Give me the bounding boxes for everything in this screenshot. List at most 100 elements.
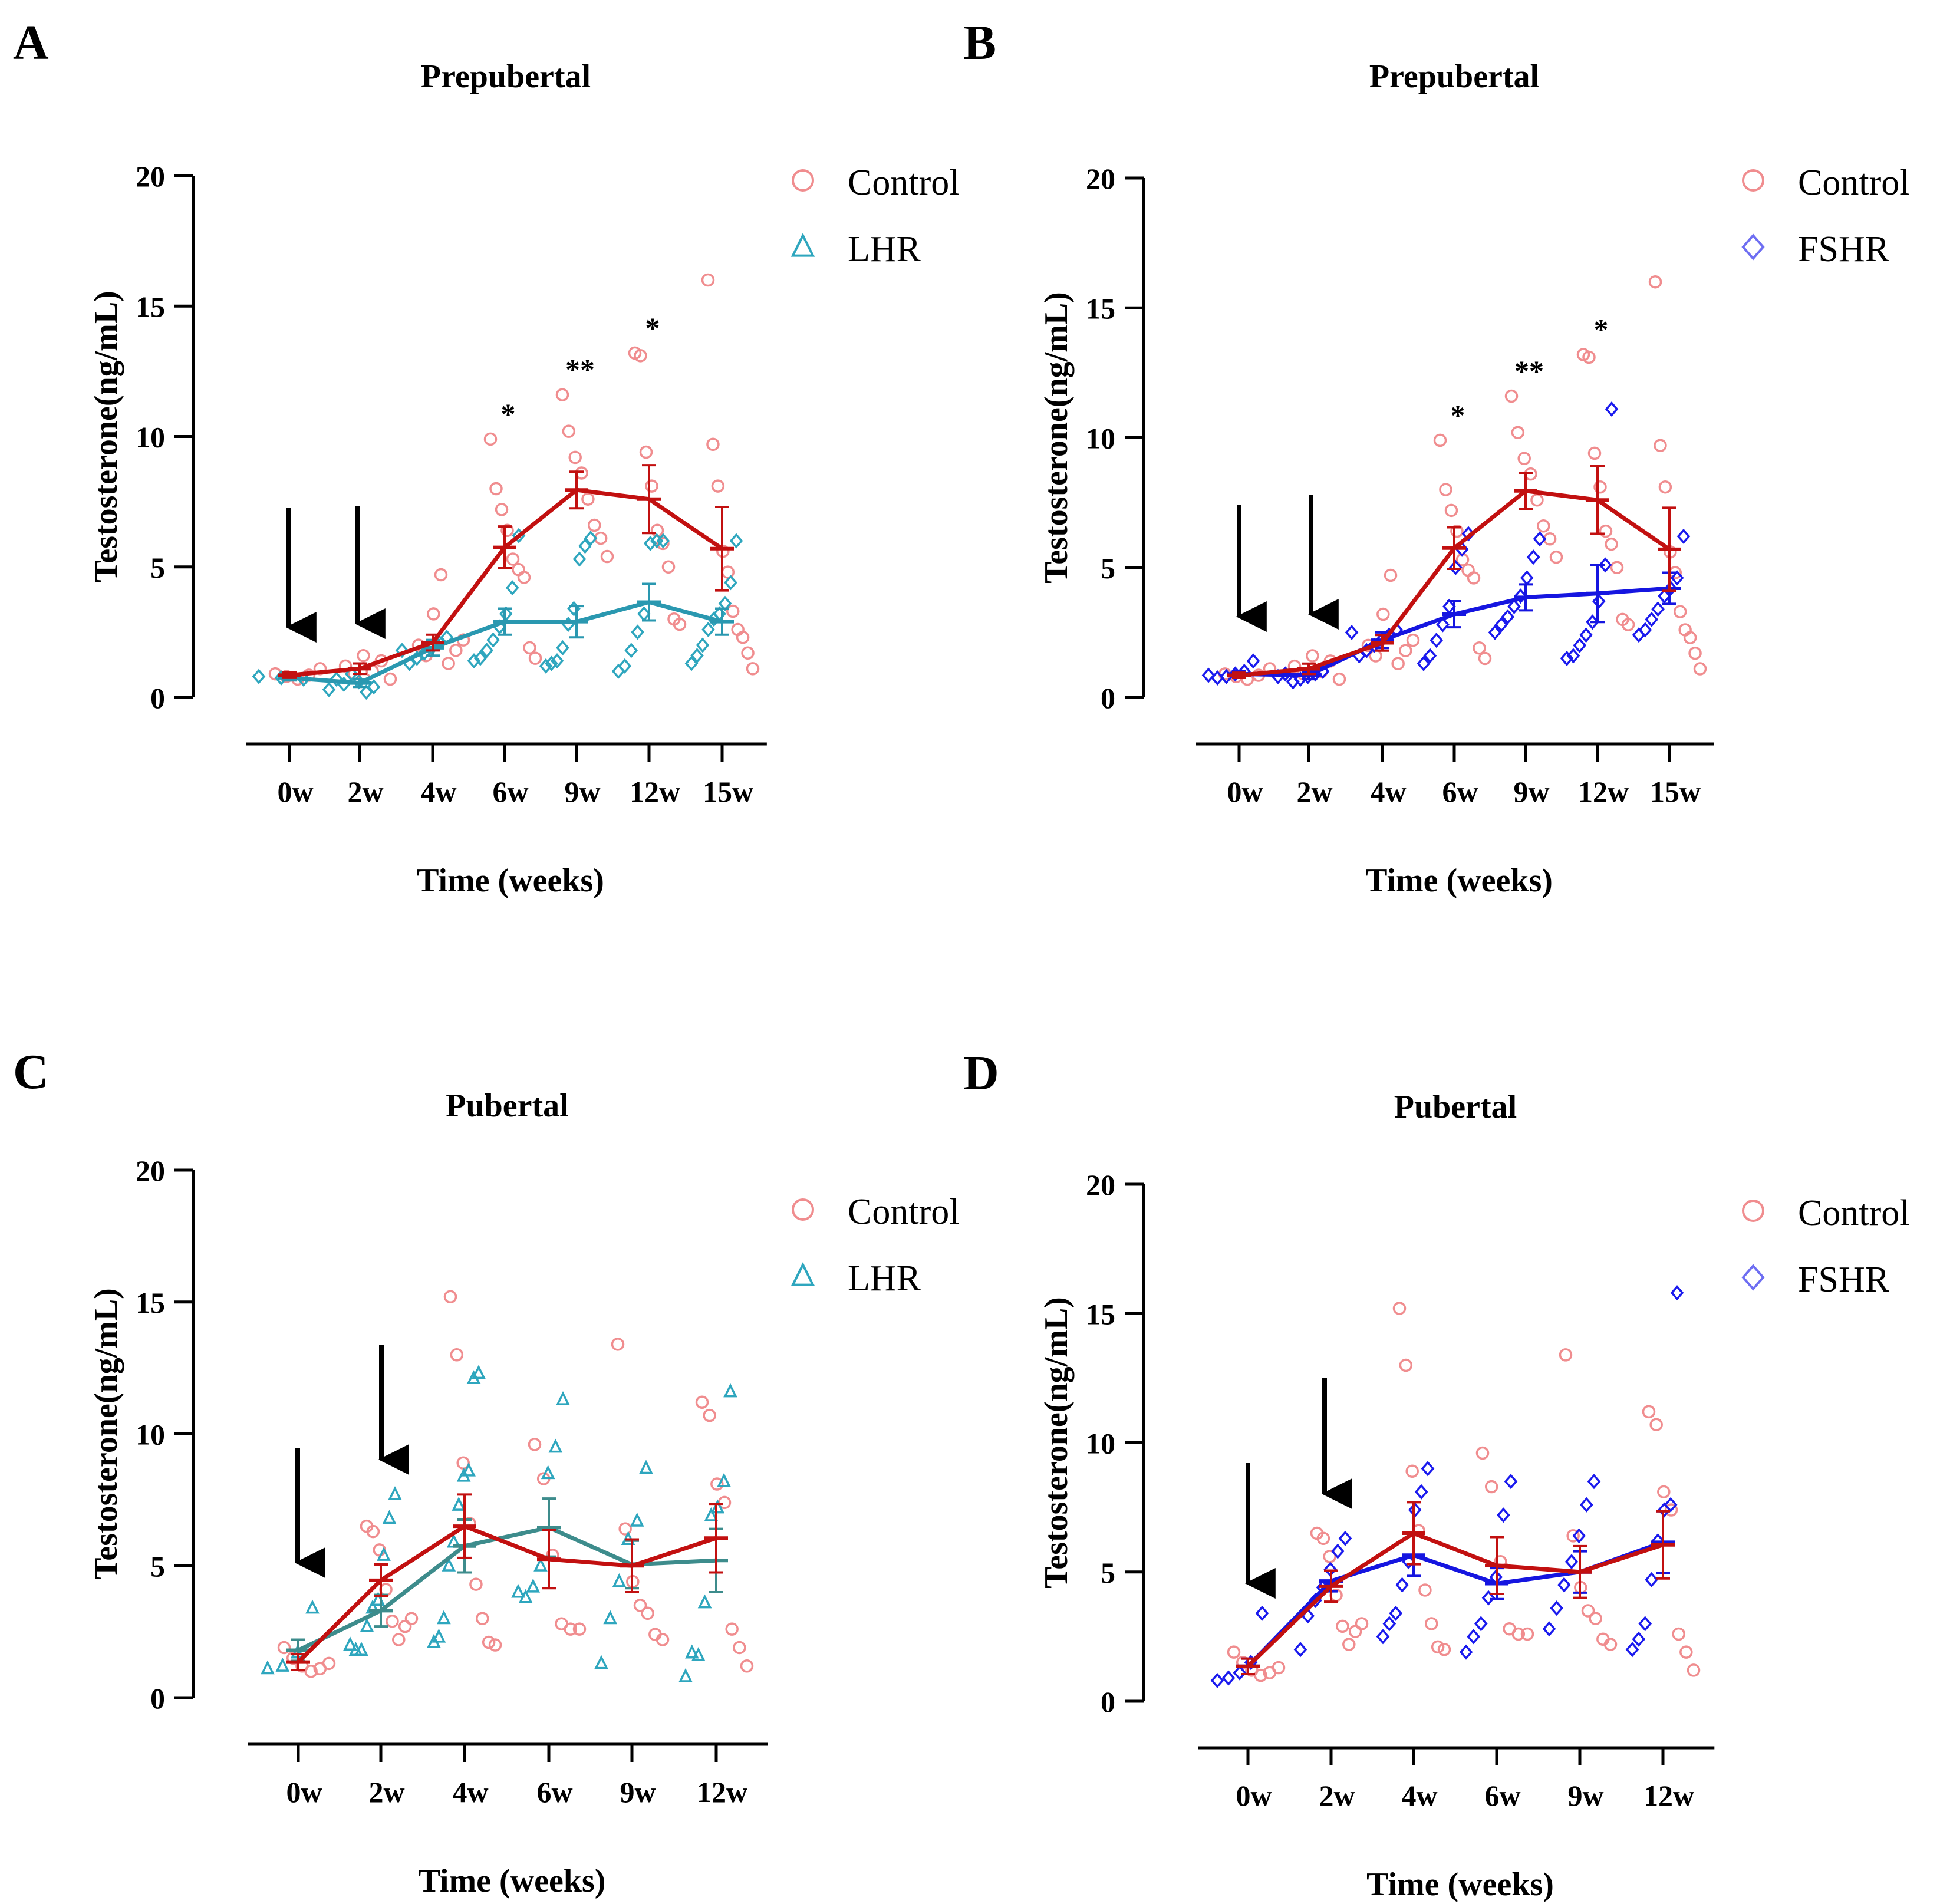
data-point-control (523, 641, 536, 655)
x-tick-label: 12w (1578, 775, 1629, 808)
data-point-fshr (1467, 1629, 1480, 1645)
x-tick-label: 12w (630, 775, 680, 808)
x-tick-label: 6w (1442, 775, 1478, 808)
legend-label-control: Control (848, 1192, 959, 1232)
data-point-control (277, 1641, 291, 1655)
data-point-lhr (395, 643, 409, 658)
data-point-control (482, 1635, 496, 1649)
data-point-control (304, 1665, 318, 1678)
data-point-lhr (723, 1383, 737, 1398)
data-point-control (725, 1622, 739, 1636)
data-point-control (1405, 1464, 1419, 1478)
data-point-fshr (1494, 617, 1508, 633)
data-point-fshr (1564, 1554, 1579, 1570)
data-point-control (1254, 1668, 1267, 1682)
data-point-lhr (624, 643, 638, 658)
data-point-lhr (322, 681, 336, 697)
data-point-control (1657, 1485, 1671, 1499)
data-point-fshr (1550, 1600, 1563, 1616)
data-point-control (1642, 1405, 1656, 1419)
data-point-control (1306, 649, 1319, 663)
y-tick-label: 10 (1086, 1427, 1115, 1460)
data-point-lhr (701, 621, 715, 637)
data-point-lhr (556, 1391, 570, 1405)
data-point-control (383, 672, 397, 686)
data-point-fshr (1423, 648, 1437, 664)
data-point-control (1323, 1550, 1336, 1563)
data-point-fshr (1645, 611, 1659, 627)
y-tick-label: 0 (1101, 681, 1115, 714)
x-tick-label: 0w (1227, 775, 1263, 808)
data-point-control (1332, 672, 1346, 686)
data-point-control (1589, 1612, 1602, 1625)
data-point-control (1342, 1638, 1356, 1651)
significance-marker: * (501, 397, 516, 430)
data-point-control (568, 450, 582, 465)
x-axis-title: Time (weeks) (419, 1863, 606, 1899)
y-tick-label: 20 (136, 160, 165, 193)
data-point-fshr (1557, 1577, 1571, 1593)
data-point-control (736, 630, 750, 644)
data-point-lhr (724, 575, 737, 591)
data-point-lhr (603, 1610, 618, 1625)
legend-marker-control (792, 1198, 814, 1221)
x-axis-title: Time (weeks) (1366, 1866, 1554, 1903)
data-point-control (476, 1612, 489, 1625)
data-point-lhr (631, 624, 644, 640)
data-point-lhr (452, 1497, 466, 1511)
data-point-control (528, 651, 542, 665)
data-point-control (1648, 275, 1662, 289)
data-point-fshr (1605, 401, 1619, 417)
data-point-control (392, 1633, 406, 1646)
data-point-fshr (1376, 1629, 1390, 1645)
data-point-control (1511, 426, 1525, 439)
data-point-control (488, 1638, 502, 1652)
data-point-control (721, 565, 735, 579)
data-point-lhr (639, 1460, 653, 1474)
data-point-lhr (427, 1633, 441, 1648)
data-point-control (469, 1577, 483, 1591)
x-tick-label: 12w (1643, 1779, 1694, 1812)
panel-d: D Pubertal 0 5 10 15 20 Testosterone(ng/mL) 0w 2w… (963, 1046, 1909, 1903)
legend-marker-control (792, 169, 814, 192)
mean-line-control (297, 1524, 717, 1664)
panel-title: Prepubertal (1369, 58, 1539, 95)
y-tick-label: 20 (1086, 162, 1115, 195)
data-point-fshr (1533, 531, 1547, 547)
mean-line-lhr (297, 1525, 717, 1652)
data-point-control (1599, 524, 1613, 538)
x-tick-label: 9w (1513, 775, 1549, 808)
data-point-control (1473, 641, 1486, 655)
legend-label-control: Control (848, 163, 959, 203)
data-point-lhr (548, 1438, 563, 1453)
data-point-lhr (729, 533, 743, 549)
data-point-lhr (685, 1644, 699, 1659)
data-point-lhr (541, 1465, 555, 1480)
data-point-lhr (533, 1557, 548, 1572)
data-point-lhr (630, 1512, 644, 1527)
data-point-control (1406, 633, 1420, 647)
x-tick-label: 2w (1319, 1779, 1355, 1812)
panel-title: Pubertal (1394, 1089, 1517, 1125)
data-point-control (1227, 1645, 1241, 1659)
data-point-fshr (1408, 1502, 1422, 1518)
x-tick-label: 15w (1650, 775, 1701, 808)
data-point-control (641, 1606, 654, 1620)
data-point-lhr (473, 650, 488, 666)
data-point-lhr (305, 1599, 320, 1614)
data-point-lhr (344, 666, 358, 682)
y-tick-label: 0 (1101, 1685, 1115, 1718)
data-point-lhr (388, 1486, 402, 1500)
data-point-control (1593, 480, 1607, 494)
data-point-lhr (696, 637, 710, 653)
data-point-control (562, 424, 576, 438)
data-point-control (1587, 446, 1602, 460)
data-point-fshr (1345, 624, 1359, 640)
data-point-lhr (275, 1658, 290, 1672)
data-point-lhr (637, 606, 651, 622)
x-tick-label: 4w (452, 1775, 488, 1809)
data-point-control (434, 568, 448, 582)
mean-line-control (289, 487, 723, 677)
significance-marker: * (645, 311, 660, 344)
data-point-control (1649, 1418, 1663, 1432)
